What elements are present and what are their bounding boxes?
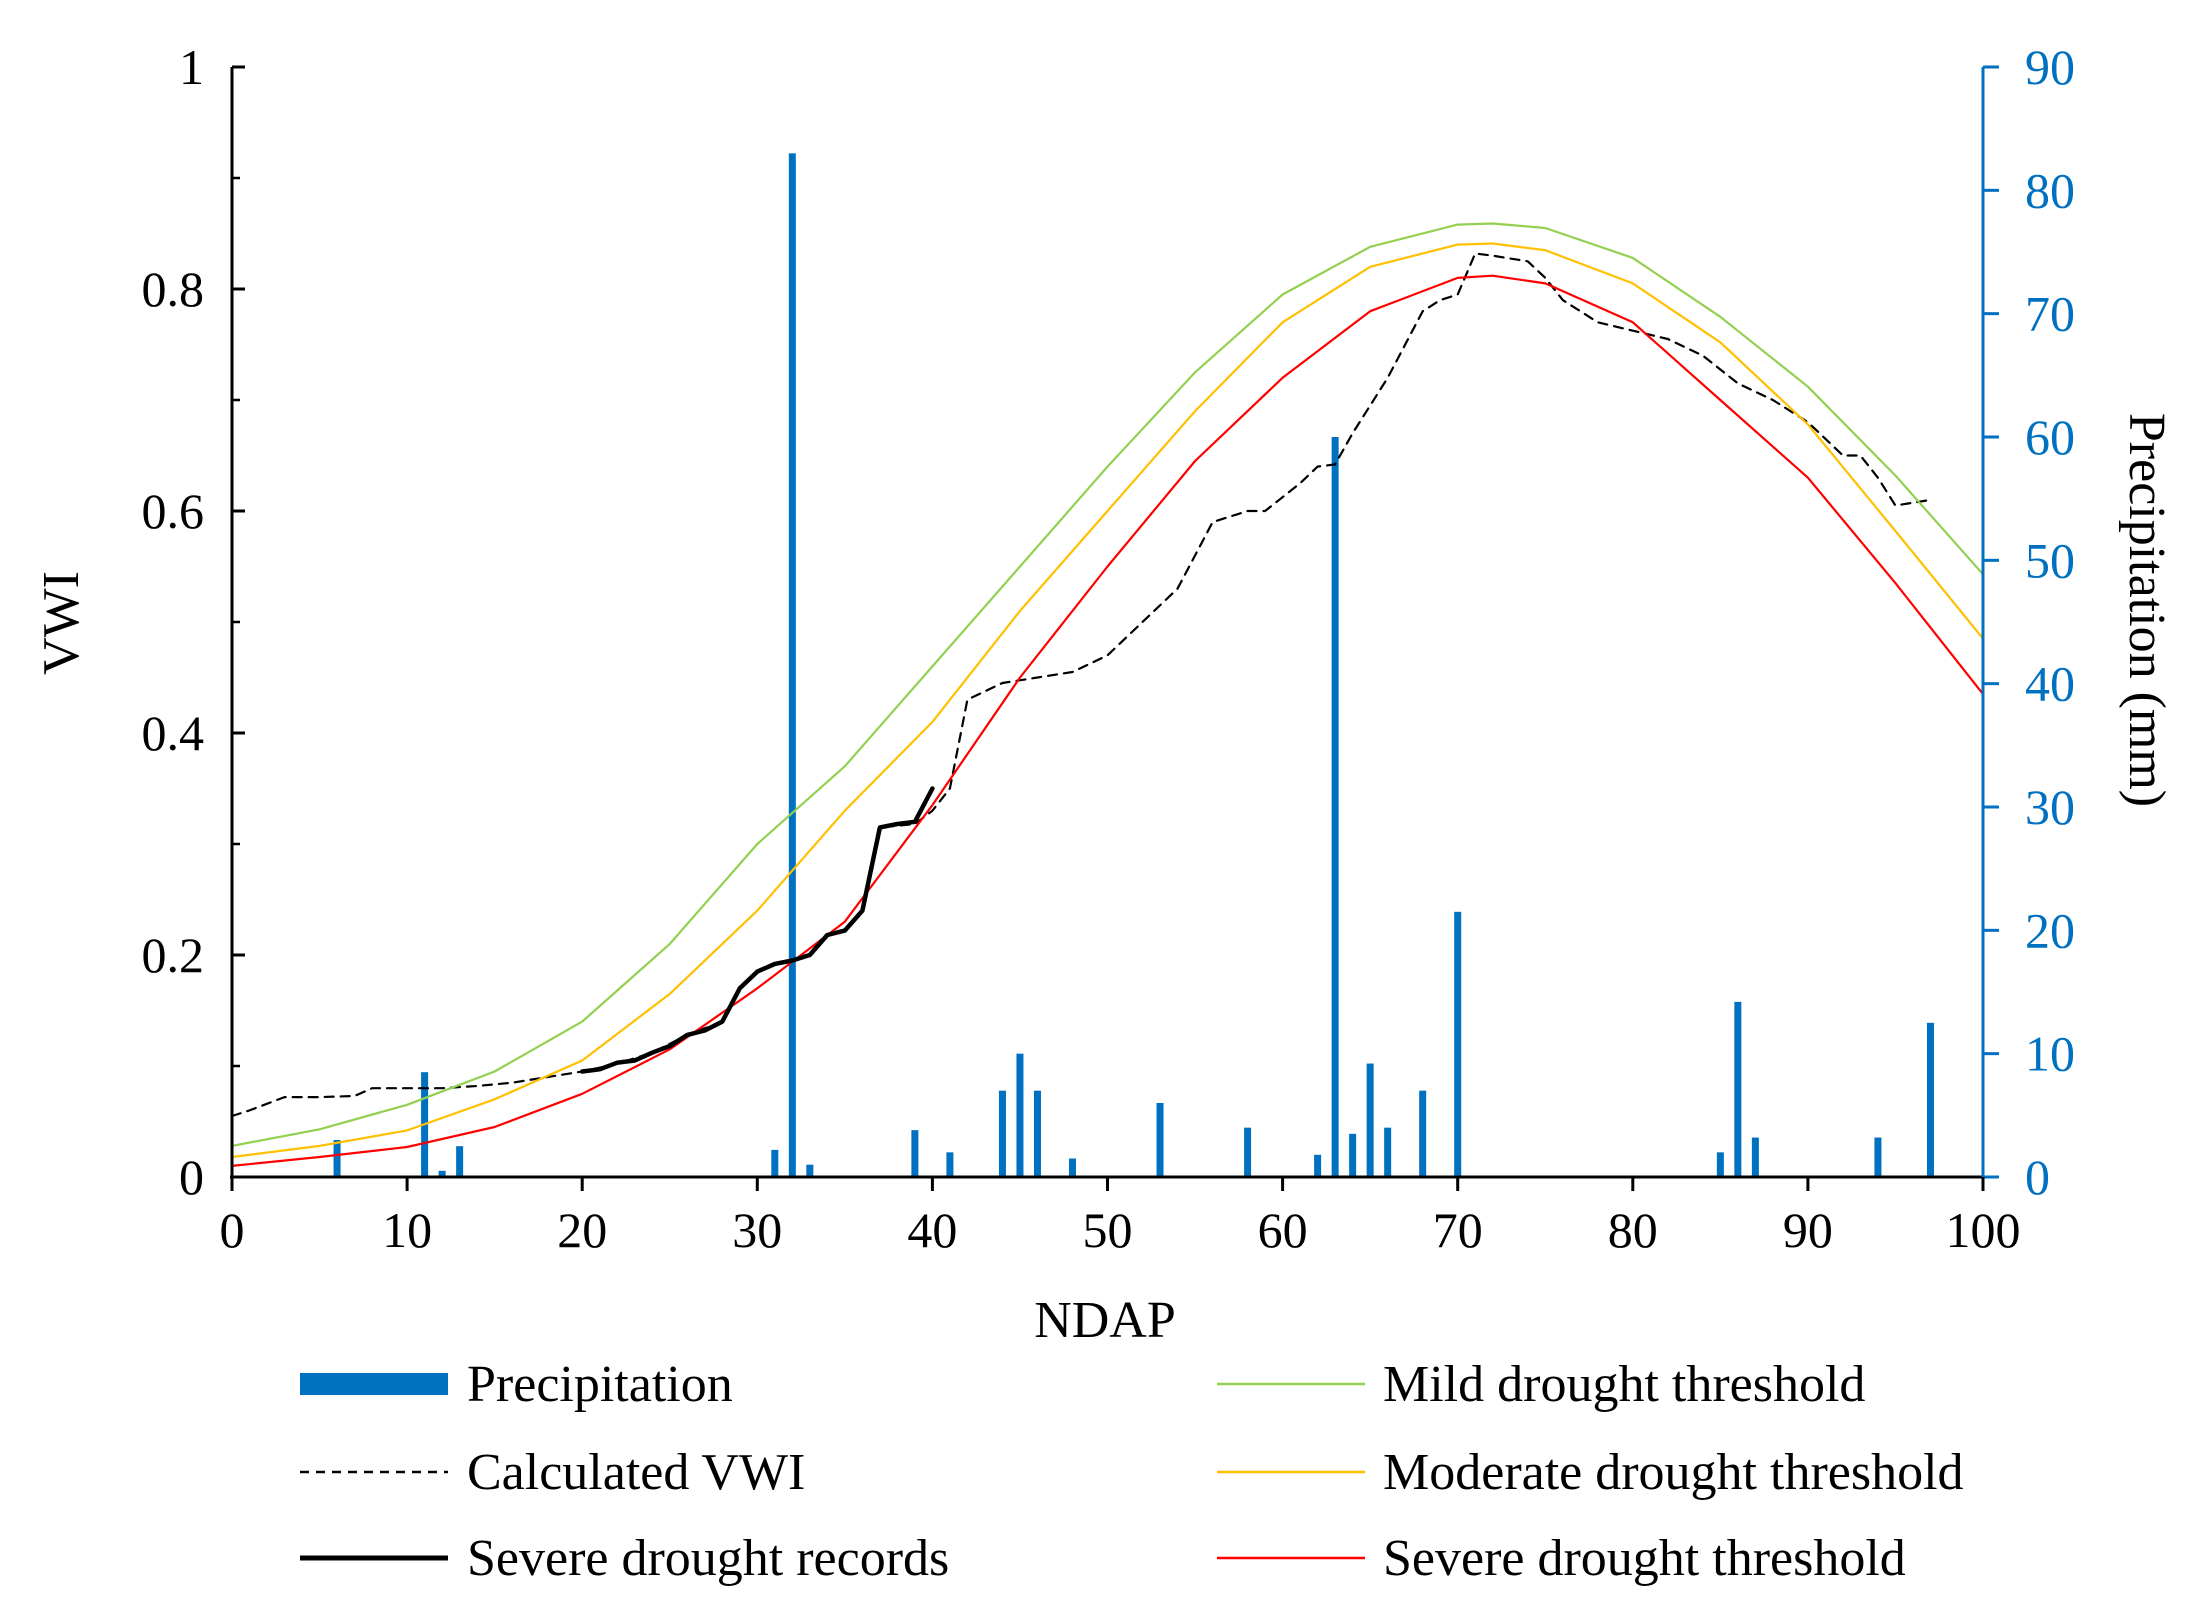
moderate-drought-threshold-line [230,242,1985,1159]
precipitation-bar [771,1149,779,1177]
y-axis-title: VWI [33,571,90,675]
legend-label: Severe drought records [467,1530,949,1587]
x-tick-label: 100 [1946,1202,2021,1258]
legend-swatch-precipitation [300,1373,448,1395]
precipitation-bar [1384,1127,1392,1177]
precipitation-bar [1716,1152,1724,1177]
legend-label: Severe drought threshold [1383,1530,1906,1587]
y2-tick-label: 80 [2025,162,2075,218]
legend-label: Precipitation [467,1356,733,1413]
precipitation-bar [1033,1090,1041,1177]
y2-tick-label: 10 [2025,1026,2075,1082]
precipitation-bar [1734,1001,1742,1177]
y2-tick-label: 50 [2025,532,2075,588]
x-tick-label: 30 [732,1202,782,1258]
precipitation-bar [438,1170,446,1177]
precipitation-bar [1244,1127,1252,1177]
precipitation-bar [333,1140,341,1177]
series-lines [230,222,1985,1168]
precipitation-bar [1068,1158,1076,1177]
severe-drought-threshold-line [230,274,1985,1168]
precipitation-bars [333,153,1934,1178]
y2-tick-label: 40 [2025,656,2075,712]
x-tick-label: 90 [1783,1202,1833,1258]
precipitation-bar [911,1130,919,1177]
y-tick-label: 0.6 [142,483,205,539]
x-tick-label: 20 [557,1202,607,1258]
x-tick-label: 10 [382,1202,432,1258]
y-tick-label: 0 [179,1149,204,1205]
precipitation-bar [1156,1103,1164,1177]
precipitation-bar [456,1146,464,1177]
y2-tick-label: 70 [2025,286,2075,342]
legend: Precipitation Mild drought threshold Calcu… [300,1356,1964,1587]
precipitation-bar [1366,1063,1374,1177]
x-tick-label: 0 [220,1202,245,1258]
precipitation-bar [1016,1053,1024,1177]
precipitation-bar [806,1164,814,1177]
legend-label: Mild drought threshold [1383,1356,1865,1413]
legend-label: Moderate drought threshold [1383,1444,1964,1501]
y2-tick-label: 30 [2025,779,2075,835]
y2-tick-label: 0 [2025,1149,2050,1205]
y-tick-label: 1 [179,39,204,95]
precipitation-bar [1349,1133,1357,1177]
y2-tick-label: 90 [2025,39,2075,95]
precipitation-bar [788,153,796,1178]
x-tick-label: 50 [1083,1202,1133,1258]
calculated-vwi-line [230,252,1932,1118]
severe-drought-records-line [579,786,935,1074]
x-tick-label: 80 [1608,1202,1658,1258]
y2-axis-title: Precipitation (mm) [2118,413,2175,807]
precipitation-bar [1454,911,1462,1177]
y-tick-label: 0.2 [142,927,205,983]
x-tick-label: 70 [1433,1202,1483,1258]
x-tick-label: 60 [1258,1202,1308,1258]
precipitation-bar [1314,1154,1322,1177]
precipitation-bar [1419,1090,1427,1177]
y2-tick-label: 60 [2025,409,2075,465]
y2-tick-label: 20 [2025,902,2075,958]
precipitation-bar [1751,1137,1759,1177]
precipitation-bar [1926,1022,1934,1177]
precipitation-bar [1331,437,1339,1177]
y-tick-label: 0.8 [142,261,205,317]
mild-drought-threshold-line [230,222,1985,1148]
legend-label: Calculated VWI [467,1444,805,1501]
x-axis-title: NDAP [1034,1292,1176,1349]
x-tick-label: 40 [907,1202,957,1258]
precipitation-bar [998,1090,1006,1177]
precipitation-bar [946,1152,954,1177]
precipitation-bar [1874,1137,1882,1177]
y-tick-label: 0.4 [142,705,205,761]
